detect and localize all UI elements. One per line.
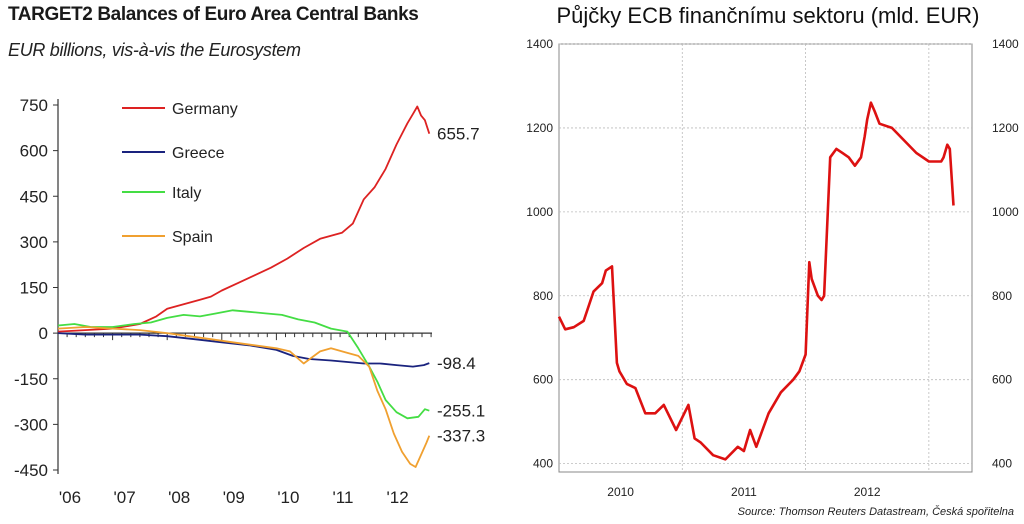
x-tick-label: '09 xyxy=(223,488,245,507)
ecb-loans-chart-plot: 1400 1400 1200 1200 1000 1000 800 800 600 600 400 4… xyxy=(526,37,1019,499)
y-tick-label-right: 400 xyxy=(992,457,1012,471)
y-tick-label: -300 xyxy=(14,415,48,434)
y-tick-label: 450 xyxy=(20,187,48,206)
y-tick-label-left: 800 xyxy=(533,289,553,303)
end-value-label-germany: 655.7 xyxy=(437,125,480,144)
x-tick-label: '10 xyxy=(277,488,299,507)
series-line-ecb-loans xyxy=(557,101,955,461)
plot-frame xyxy=(558,43,973,473)
target2-chart-plot: 750 600 450 300 150 0 -150 -300 -450 '06 '07 '08 '09… xyxy=(14,96,485,507)
legend-label-germany: Germany xyxy=(172,101,238,118)
target2-chart-panel: TARGET2 Balances of Euro Area Central Ba… xyxy=(8,4,485,507)
y-tick-label: 150 xyxy=(20,279,48,298)
y-tick-label: 300 xyxy=(20,233,48,252)
series-line-spain xyxy=(57,326,431,468)
y-tick-label: 0 xyxy=(39,324,48,343)
y-tick-label-right: 800 xyxy=(992,289,1012,303)
x-tick-label: '12 xyxy=(387,488,409,507)
end-value-label-greece: -98.4 xyxy=(437,354,476,373)
y-tick-label: -450 xyxy=(14,461,48,480)
y-tick-label-left: 1400 xyxy=(526,37,553,51)
x-tick-label: '11 xyxy=(333,488,354,507)
y-tick-label-left: 1200 xyxy=(526,121,553,135)
x-tick-label: '07 xyxy=(114,488,136,507)
y-tick-label: -150 xyxy=(14,370,48,389)
legend-label-spain: Spain xyxy=(172,229,213,246)
legend-label-italy: Italy xyxy=(172,185,201,202)
y-tick-label-right: 1400 xyxy=(992,37,1019,51)
ecb-loans-chart-panel: Půjčky ECB finančnímu sektoru (mld. EUR)… xyxy=(512,0,1024,524)
x-tick-label: '08 xyxy=(168,488,190,507)
ecb-loans-chart-title: Půjčky ECB finančnímu sektoru (mld. EUR) xyxy=(556,3,980,28)
y-tick-label-left: 600 xyxy=(533,373,553,387)
series-line-germany xyxy=(57,105,431,333)
chart-source-note: Source: Thomson Reuters Datastream, Česk… xyxy=(737,506,1014,518)
target2-chart-title: TARGET2 Balances of Euro Area Central Ba… xyxy=(8,4,419,25)
end-value-label-italy: -255.1 xyxy=(437,402,485,421)
series-line-greece xyxy=(57,332,430,368)
target2-chart-subtitle: EUR billions, vis-à-vis the Eurosystem xyxy=(8,40,301,60)
y-tick-label: 750 xyxy=(20,96,48,115)
x-tick-label: 2011 xyxy=(731,485,757,499)
y-tick-label-right: 1200 xyxy=(992,121,1019,135)
y-tick-label-left: 400 xyxy=(533,457,553,471)
x-tick-label: 2012 xyxy=(854,485,881,499)
y-tick-label-right: 600 xyxy=(992,373,1012,387)
y-tick-label: 600 xyxy=(20,142,48,161)
end-value-label-spain: -337.3 xyxy=(437,427,485,446)
y-tick-label-right: 1000 xyxy=(992,205,1019,219)
legend-label-greece: Greece xyxy=(172,145,225,162)
y-tick-label-left: 1000 xyxy=(526,205,553,219)
series-line-italy xyxy=(57,309,430,420)
x-tick-label: '06 xyxy=(59,488,81,507)
x-tick-label: 2010 xyxy=(607,485,634,499)
